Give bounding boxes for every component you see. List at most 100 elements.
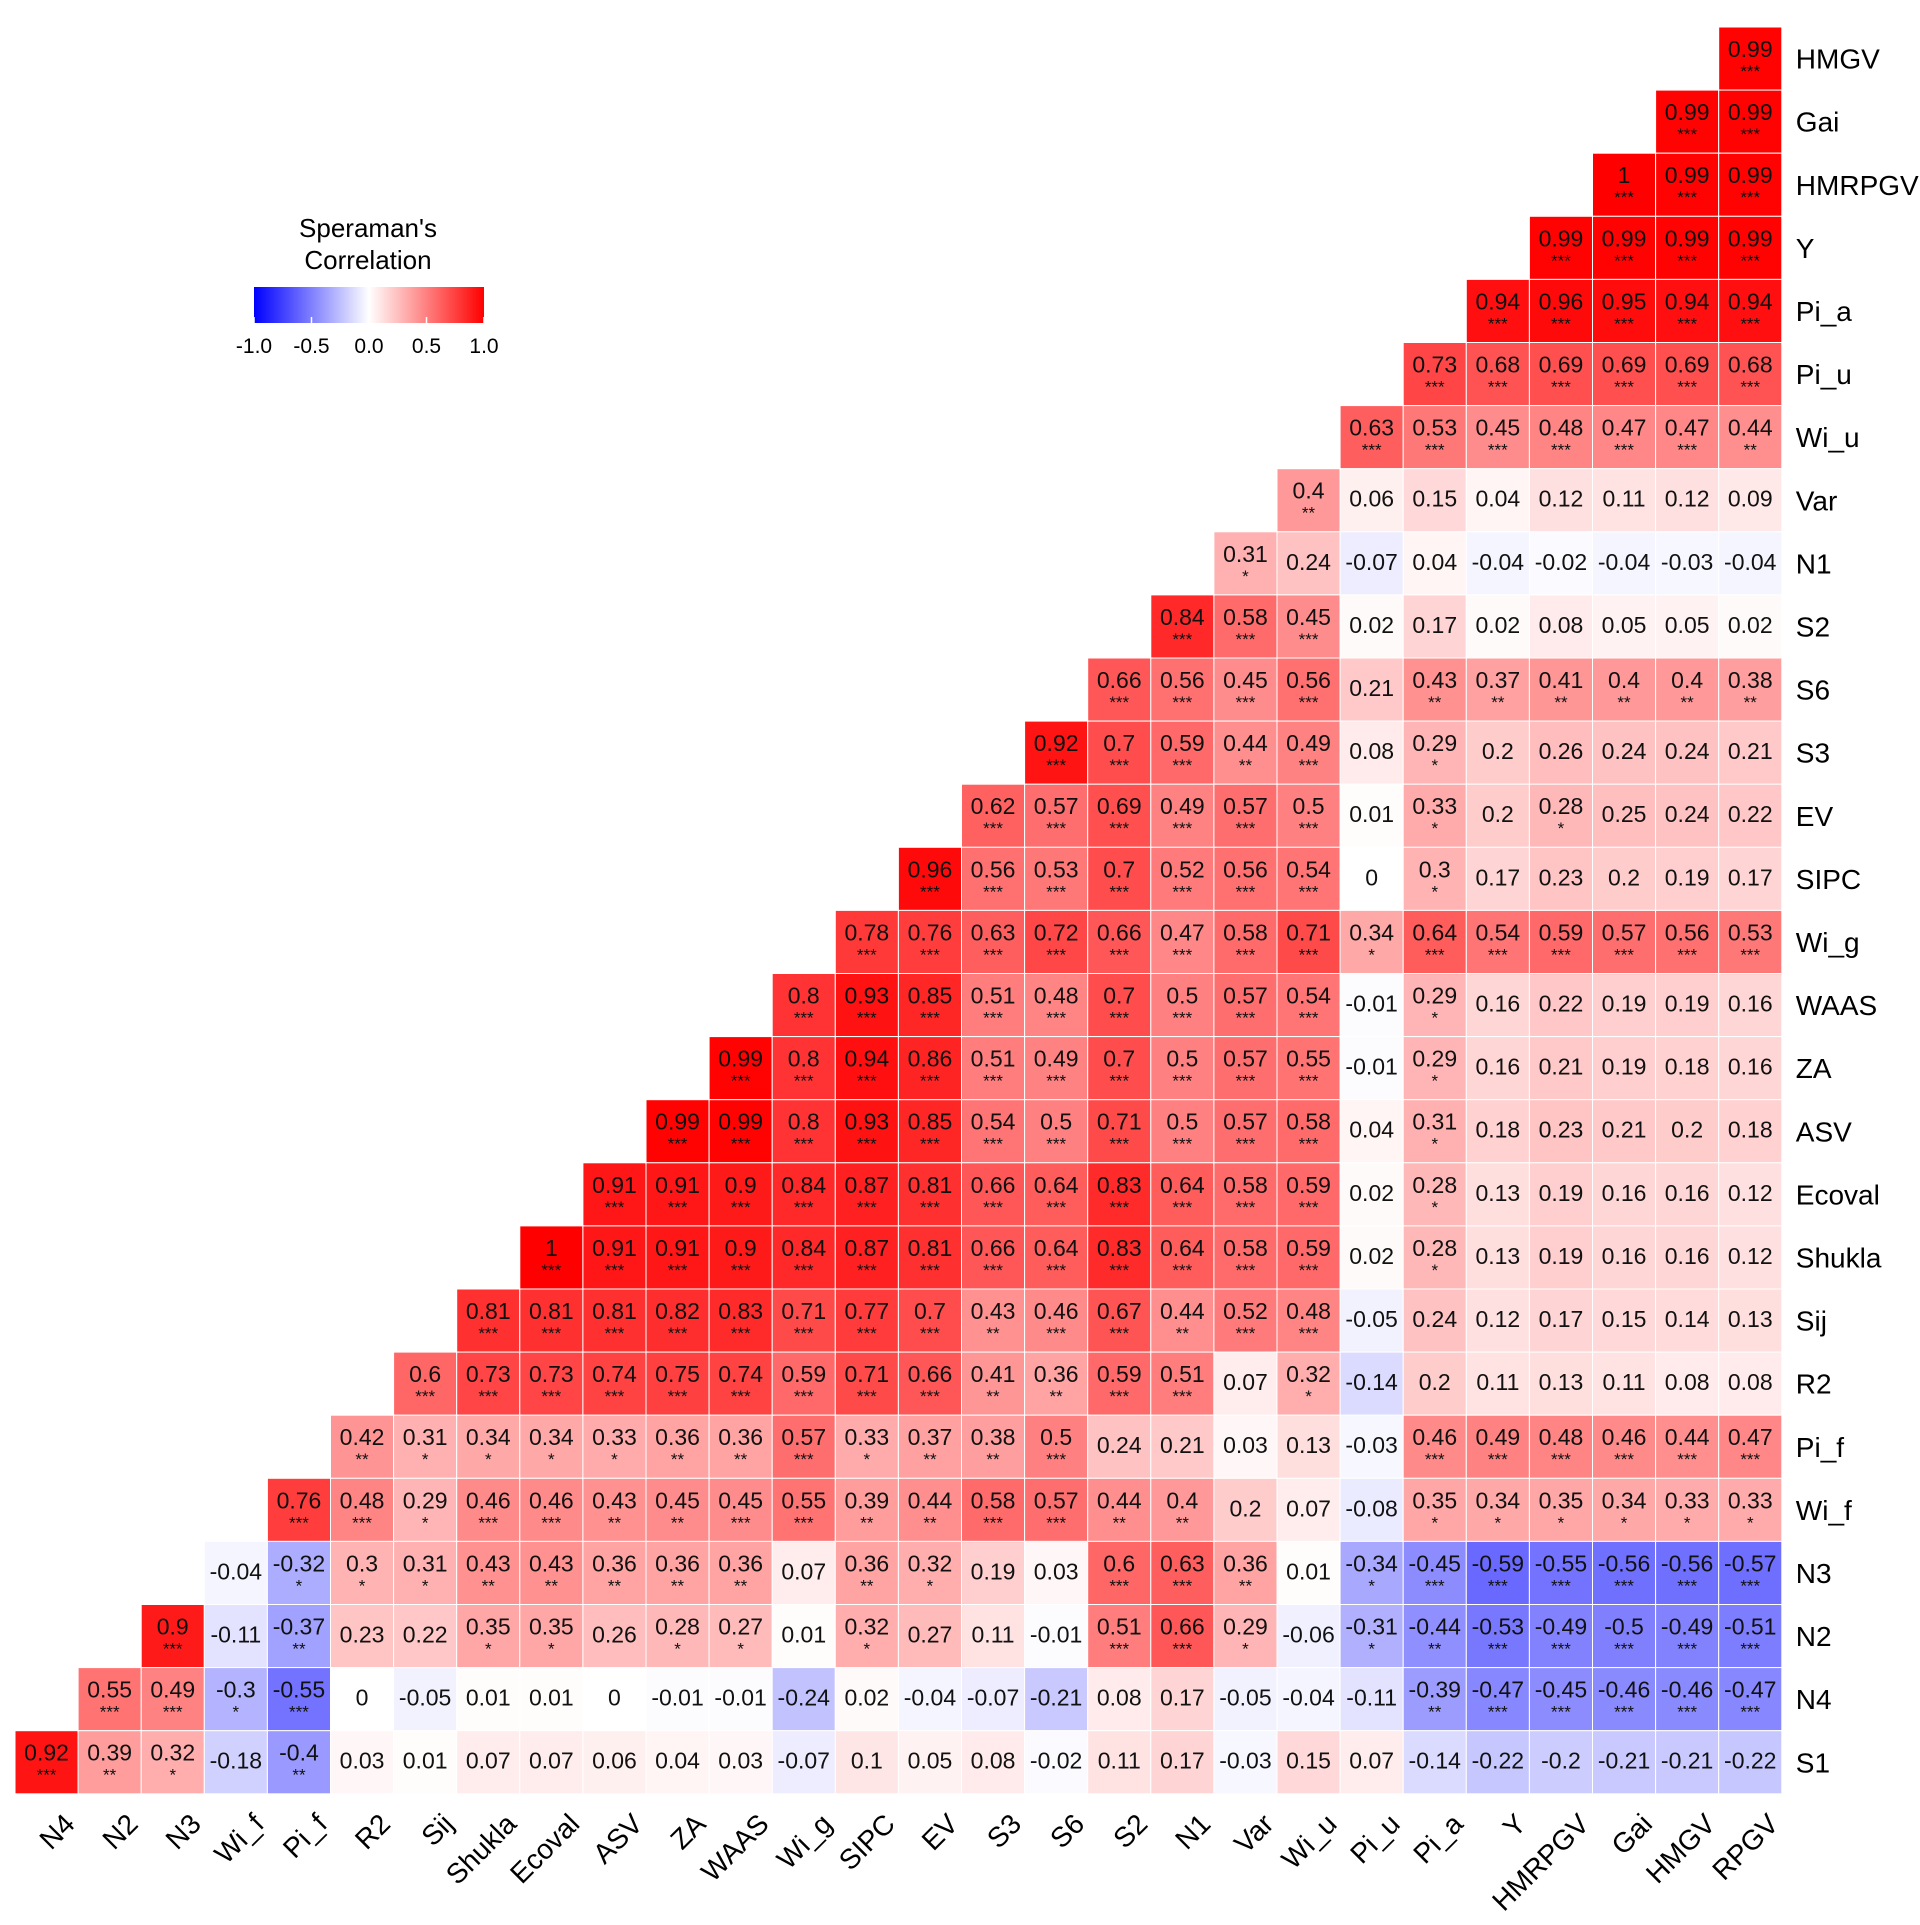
cell-value: 0.83 [1097, 1235, 1142, 1261]
cell-rect [961, 1604, 1026, 1669]
cell-rect [645, 1540, 710, 1606]
y-tick-label: SIPC [1796, 864, 1861, 895]
cell-value: -0.04 [1472, 549, 1525, 575]
heatmap-cell: 0.24 [1655, 783, 1720, 848]
cell-rect [645, 1099, 710, 1164]
cell-value: 0.58 [1286, 1109, 1331, 1135]
cell-value: 0.32 [1286, 1361, 1331, 1387]
heatmap-cell: 0 [582, 1667, 647, 1732]
cell-value: 0.28 [1539, 793, 1584, 819]
cell-value: 0.24 [1602, 738, 1647, 764]
cell-value: 0.56 [1160, 667, 1205, 693]
cell-significance: *** [1488, 1450, 1508, 1469]
cell-significance: * [485, 1450, 492, 1469]
cell-rect [1655, 1477, 1720, 1542]
heatmap-cell: 0.44** [1213, 720, 1278, 785]
cell-rect [771, 1351, 836, 1416]
heatmap-cell: -0.03 [1655, 531, 1720, 596]
heatmap-cell: 0.08 [1718, 1351, 1783, 1416]
heatmap-cell: 0.32* [834, 1604, 899, 1669]
cell-rect [1528, 468, 1594, 533]
y-tick-label: N2 [1796, 1621, 1832, 1652]
cell-value: 0.7 [1103, 856, 1135, 882]
heatmap-cell: 0.34* [1465, 1477, 1530, 1542]
heatmap-cell: 0.05 [1655, 594, 1720, 659]
cell-rect [1150, 1288, 1215, 1353]
cell-rect [771, 1288, 836, 1353]
heatmap-cell: 0.39** [834, 1477, 899, 1542]
heatmap-cell: 0.36** [582, 1540, 647, 1606]
cell-value: -0.06 [1282, 1622, 1334, 1648]
cell-rect [1150, 1477, 1215, 1542]
heatmap-cell: -0.22 [1718, 1730, 1783, 1795]
cell-rect [1718, 1099, 1783, 1164]
heatmap-cell: 0.57*** [1024, 1477, 1089, 1542]
heatmap-cell: 0.66*** [961, 1225, 1026, 1290]
cell-value: 0.55 [1286, 1046, 1331, 1072]
cell-value: 0.07 [466, 1748, 511, 1774]
cell-significance: *** [1172, 1576, 1192, 1595]
cell-rect [961, 1730, 1026, 1795]
heatmap-cell: 0.07 [519, 1730, 584, 1795]
cell-value: 0.69 [1097, 793, 1142, 819]
cell-significance: *** [1551, 1576, 1571, 1595]
cell-value: 0.58 [1223, 604, 1268, 630]
cell-value: 0.99 [1665, 99, 1710, 125]
cell-value: -0.32 [273, 1550, 325, 1576]
heatmap-cell: 0.57*** [1213, 1099, 1278, 1164]
heatmap-cell: 0.34* [1592, 1477, 1657, 1542]
heatmap-cell: 0.14 [1655, 1288, 1720, 1353]
cell-rect [1150, 1351, 1215, 1416]
cell-significance: * [1305, 1387, 1312, 1406]
cell-significance: *** [857, 1135, 877, 1154]
x-tick-label: ZA [664, 1808, 711, 1855]
cell-rect [1150, 909, 1215, 975]
cell-value: 0.35 [1412, 1487, 1457, 1513]
cell-significance: *** [731, 1513, 751, 1532]
heatmap-cell: 0.59*** [1150, 720, 1215, 785]
cell-rect [1339, 405, 1404, 470]
x-tick-label: Var [1228, 1808, 1279, 1859]
cell-value: 0.24 [1665, 738, 1710, 764]
cell-significance: ** [860, 1513, 874, 1532]
cell-value: -0.04 [1724, 549, 1777, 575]
cell-rect [330, 1414, 395, 1479]
cell-significance: *** [857, 945, 877, 964]
cell-rect [1718, 1036, 1783, 1101]
cell-significance: * [1368, 945, 1375, 964]
heatmap-cell: 0.04 [645, 1730, 710, 1795]
heatmap-cell: 0.17 [1150, 1730, 1215, 1795]
cell-value: 0.48 [340, 1487, 385, 1513]
cell-value: 0.5 [1040, 1109, 1072, 1135]
heatmap-cell: 0.48*** [1528, 405, 1594, 470]
heatmap-cell: 0.08 [1339, 720, 1404, 785]
cell-significance: *** [731, 1135, 751, 1154]
heatmap-cell: 0.3* [330, 1540, 395, 1606]
cell-significance: *** [1551, 1703, 1571, 1722]
heatmap-cell: 0.68*** [1465, 342, 1530, 407]
cell-rect [1718, 783, 1783, 848]
y-tick-label: N3 [1796, 1558, 1832, 1589]
heatmap-cell: 0.35* [456, 1604, 521, 1669]
cell-value: 0.9 [725, 1235, 757, 1261]
heatmap-cell: 0.33* [1402, 783, 1467, 848]
cell-value: 1 [545, 1235, 558, 1261]
heatmap-cell: 0.81*** [519, 1288, 584, 1353]
cell-significance: ** [1239, 756, 1253, 775]
cell-value: 0.47 [1665, 415, 1710, 441]
heatmap-cell: 0.81*** [897, 1225, 963, 1290]
cell-significance: *** [920, 1387, 940, 1406]
cell-significance: *** [1299, 756, 1319, 775]
cell-significance: *** [1488, 1640, 1508, 1659]
cell-value: 0.81 [908, 1235, 953, 1261]
cell-rect [1150, 1730, 1215, 1795]
heatmap-cell: -0.05 [1213, 1667, 1278, 1732]
cell-value: 0 [356, 1685, 369, 1711]
heatmap-cell: 0.46*** [519, 1477, 584, 1542]
heatmap-cell: 0.96*** [897, 846, 963, 911]
heatmap-cell: 0.07 [1339, 1730, 1404, 1795]
cell-value: 0.64 [1034, 1172, 1079, 1198]
cell-value: 0.83 [1097, 1172, 1142, 1198]
